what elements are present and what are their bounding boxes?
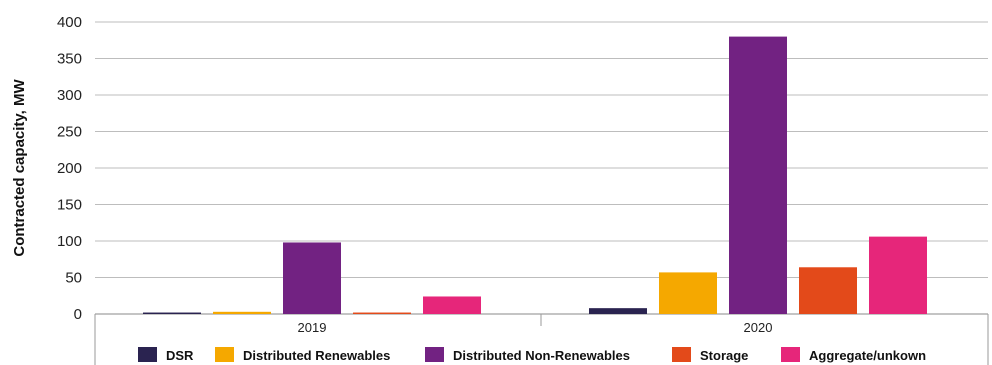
x-axis: 2019 2020 bbox=[94, 314, 989, 365]
bar-aggregate-unkown-2020 bbox=[869, 236, 927, 314]
bar-distributed-renewables-2020 bbox=[659, 272, 717, 314]
y-axis-title: Contracted capacity, MW bbox=[11, 79, 28, 257]
y-tick-label: 350 bbox=[57, 51, 82, 68]
y-tick-label: 250 bbox=[57, 124, 82, 141]
y-tick-label: 150 bbox=[57, 197, 82, 214]
legend-swatch bbox=[781, 347, 800, 362]
bar-storage-2020 bbox=[799, 267, 857, 314]
y-tick-label: 200 bbox=[57, 160, 82, 177]
legend: DSR Distributed Renewables Distributed Non… bbox=[138, 347, 926, 363]
legend-label: Storage bbox=[700, 348, 748, 363]
bar-dsr-2020 bbox=[589, 308, 647, 314]
bar-distributed-renewables-2019 bbox=[213, 311, 271, 314]
gridlines bbox=[95, 21, 988, 315]
x-category-label: 2020 bbox=[744, 320, 773, 335]
bar-distributed-non-renewables-2020 bbox=[729, 36, 787, 314]
legend-label: DSR bbox=[166, 348, 194, 363]
bar-dsr-2019 bbox=[143, 312, 201, 314]
legend-label: Aggregate/unkown bbox=[809, 348, 926, 363]
legend-swatch bbox=[215, 347, 234, 362]
bar-distributed-non-renewables-2019 bbox=[283, 242, 341, 314]
bar-storage-2019 bbox=[353, 312, 411, 314]
legend-swatch bbox=[672, 347, 691, 362]
bar-aggregate-unkown-2019 bbox=[423, 296, 481, 314]
legend-label: Distributed Renewables bbox=[243, 348, 390, 363]
y-tick-label: 400 bbox=[57, 14, 82, 31]
y-tick-label: 50 bbox=[65, 270, 82, 287]
y-tick-label: 100 bbox=[57, 233, 82, 250]
legend-swatch bbox=[425, 347, 444, 362]
legend-swatch bbox=[138, 347, 157, 362]
y-tick-label: 300 bbox=[57, 87, 82, 104]
y-tick-label: 0 bbox=[74, 306, 82, 323]
x-category-label: 2019 bbox=[298, 320, 327, 335]
y-axis-ticks: 0 50 100 150 200 250 300 350 400 bbox=[57, 14, 82, 323]
bars bbox=[143, 36, 927, 314]
legend-label: Distributed Non-Renewables bbox=[453, 348, 630, 363]
